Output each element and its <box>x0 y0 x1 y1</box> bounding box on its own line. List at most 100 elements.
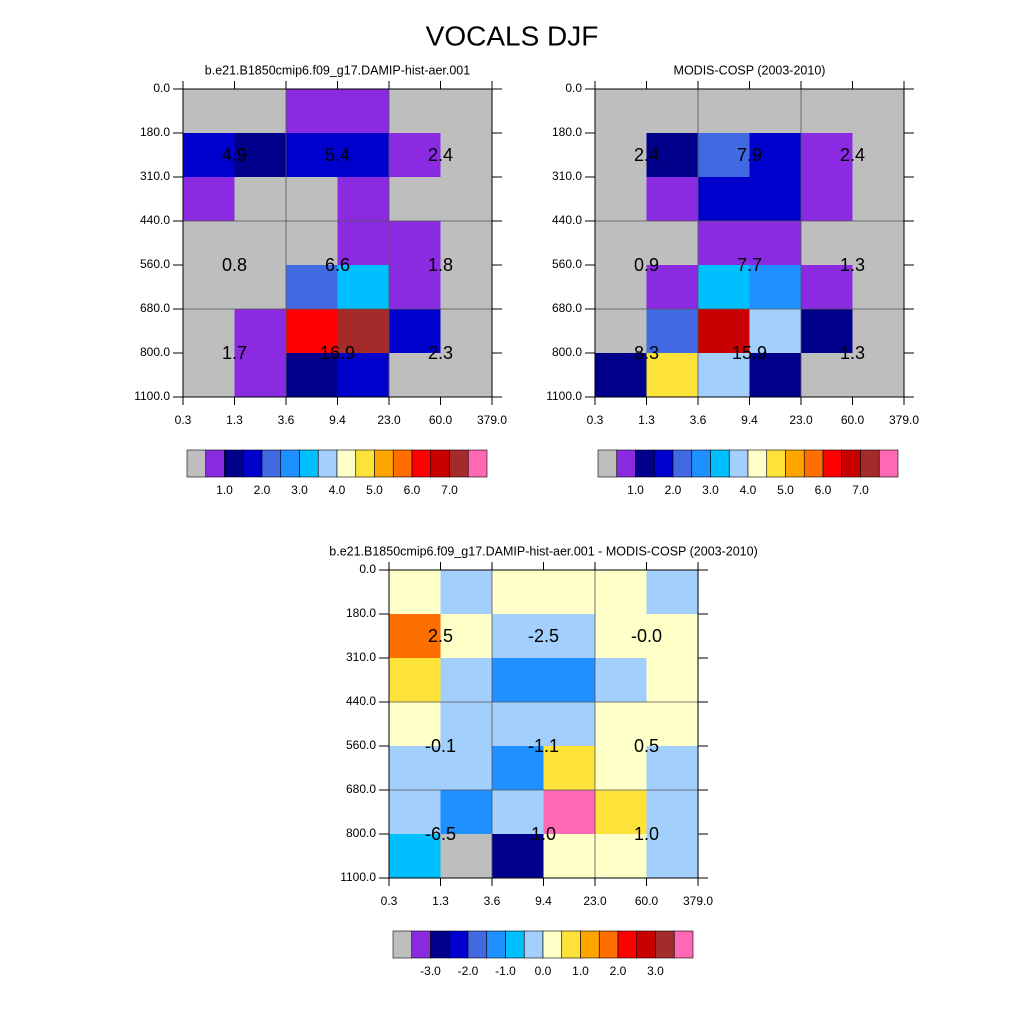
figure-title: VOCALS DJF <box>426 20 599 51</box>
heatmap-cell <box>389 614 441 659</box>
heatmap-cell <box>337 353 390 398</box>
colorbar-tick-label: 7.0 <box>852 483 869 497</box>
block-label: 2.4 <box>840 145 865 165</box>
heatmap-cell <box>543 658 596 703</box>
colorbar-box <box>766 449 786 478</box>
heatmap-cell <box>646 702 699 747</box>
block-label: 1.3 <box>840 255 865 275</box>
heatmap-cell <box>852 177 905 222</box>
colorbar-tick-label: -1.0 <box>495 964 516 978</box>
y-tick-label: 560.0 <box>346 738 376 752</box>
y-tick-label: 440.0 <box>346 694 376 708</box>
heatmap-cell <box>492 834 544 879</box>
colorbar-box <box>635 449 655 478</box>
y-tick-label: 800.0 <box>140 345 170 359</box>
x-tick-label: 60.0 <box>841 413 865 427</box>
heatmap-cell <box>440 133 493 178</box>
heatmap-cell <box>852 133 905 178</box>
heatmap-cell <box>337 265 390 310</box>
block-label: 1.0 <box>634 824 659 844</box>
heatmap-cell <box>440 570 493 615</box>
heatmap-cell <box>389 790 441 835</box>
heatmap-cell <box>337 133 390 178</box>
x-tick-label: 23.0 <box>377 413 401 427</box>
colorbar-box <box>467 930 488 959</box>
heatmap-cell <box>595 658 647 703</box>
colorbar-tick-label: 2.0 <box>610 964 627 978</box>
y-tick-label: 0.0 <box>153 81 170 95</box>
y-tick-label: 1100.0 <box>134 389 170 403</box>
heatmap-cell <box>852 309 905 354</box>
y-tick-label: 1100.0 <box>546 389 582 403</box>
colorbar-box <box>672 449 693 478</box>
x-tick-label: 23.0 <box>583 894 607 908</box>
block-label: 15.9 <box>732 343 767 363</box>
heatmap-cell <box>183 353 235 398</box>
colorbar-box <box>448 930 469 959</box>
colorbar-box <box>561 930 581 959</box>
heatmap-cell <box>183 89 235 134</box>
heatmap-cell <box>234 309 287 354</box>
heatmap-cell <box>440 265 493 310</box>
heatmap-cell <box>440 89 493 134</box>
colorbar-tick-label: 6.0 <box>404 483 421 497</box>
heatmap-cell <box>595 746 647 791</box>
colorbar-box <box>261 449 282 478</box>
heatmap-cell <box>286 221 338 266</box>
heatmap-cell <box>749 309 802 354</box>
heatmap-cell <box>595 133 647 178</box>
heatmap-cell <box>698 133 750 178</box>
colorbar-box <box>691 449 711 478</box>
heatmap-cell <box>389 658 441 703</box>
heatmap-cell <box>183 177 235 222</box>
y-tick-label: 560.0 <box>552 257 582 271</box>
heatmap-cell <box>595 790 647 835</box>
colorbar-box <box>822 449 843 478</box>
heatmap-cell <box>646 614 699 659</box>
heatmap-cell <box>440 614 493 659</box>
y-tick-label: 800.0 <box>346 826 376 840</box>
heatmap-cell <box>852 89 905 134</box>
y-tick-label: 560.0 <box>140 257 170 271</box>
heatmap-cell <box>286 89 338 134</box>
y-tick-label: 440.0 <box>552 213 582 227</box>
colorbar-box <box>299 449 319 478</box>
heatmap-cell <box>646 658 699 703</box>
x-tick-label: 23.0 <box>789 413 813 427</box>
heatmap-cell <box>543 570 596 615</box>
block-label: 2.4 <box>428 145 453 165</box>
y-tick-label: 310.0 <box>552 169 582 183</box>
colorbar-box <box>653 449 674 478</box>
heatmap-cell <box>234 133 287 178</box>
heatmap-cell <box>234 177 287 222</box>
heatmap-cell <box>646 746 699 791</box>
colorbar-box <box>617 930 638 959</box>
heatmap-cell <box>595 309 647 354</box>
panel-title: b.e21.B1850cmip6.f09_g17.DAMIP-hist-aer.… <box>205 63 470 77</box>
heatmap-cell <box>389 265 441 310</box>
heatmap-cell <box>234 89 287 134</box>
x-tick-label: 1.3 <box>432 894 449 908</box>
heatmap-cell <box>646 790 699 835</box>
colorbar-box <box>878 449 899 478</box>
colorbar-box <box>449 449 469 478</box>
y-tick-label: 680.0 <box>552 301 582 315</box>
block-label: -1.1 <box>528 736 559 756</box>
heatmap-cell <box>337 89 390 134</box>
x-tick-label: 379.0 <box>477 413 507 427</box>
heatmap-cell <box>183 309 235 354</box>
heatmap-cell <box>440 221 493 266</box>
colorbar-box <box>860 449 880 478</box>
heatmap-cell <box>389 133 441 178</box>
colorbar-box <box>355 449 375 478</box>
heatmap-cell <box>595 614 647 659</box>
heatmap-cell <box>749 265 802 310</box>
colorbar-box <box>785 449 805 478</box>
heatmap-cell <box>440 353 493 398</box>
colorbar-box <box>467 449 488 478</box>
x-tick-label: 3.6 <box>690 413 707 427</box>
block-label: 4.9 <box>222 145 247 165</box>
heatmap-cell <box>801 133 853 178</box>
